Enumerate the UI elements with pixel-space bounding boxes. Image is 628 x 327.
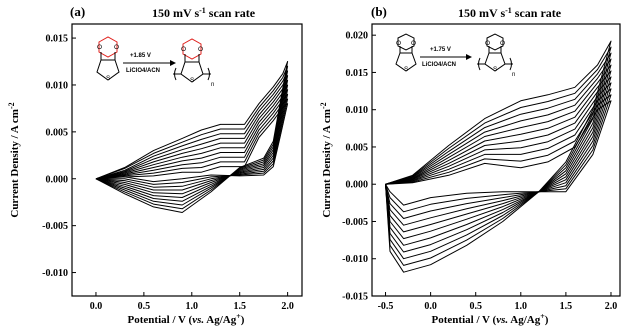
panel-b-y-tick-label: 0.010 — [346, 105, 369, 116]
panel-b-y-tick-label: 0.015 — [346, 68, 369, 79]
panel-b-x-tick-label: 0.0 — [424, 301, 437, 312]
panel-a-condition-electrolyte: LiClO4/ACN — [126, 68, 160, 74]
panel-a-cv-cycle-5 — [95, 79, 289, 198]
panel-b: (b) 150 mV s-1 scan rate Current Density… — [319, 4, 621, 326]
panel-b-x-tick-label: 1.5 — [560, 301, 573, 312]
panel-a-x-tick-label: 0.5 — [138, 301, 151, 312]
panel-a-y-tick-label: 0.005 — [46, 127, 69, 138]
panel-a-x-tick-label: 1.0 — [186, 301, 199, 312]
panel-b-condition-potential: +1.75 V — [430, 47, 451, 53]
panel-a-y-tick-label: 0.010 — [46, 80, 69, 91]
svg-text:O: O — [485, 40, 490, 47]
panel-a-reaction-scheme: O O S +1.85 V LiClO4/ACN O O S — [96, 36, 214, 88]
panel-b-plot-area — [371, 23, 621, 297]
panel-b-y-tick-label: -0.010 — [342, 254, 368, 265]
panel-a-repeat-n: n — [211, 82, 214, 88]
panel-a-x-axis-label: Potential / V (vs. Ag/Ag+) — [128, 312, 245, 326]
panel-b-y-tick-label: -0.005 — [342, 217, 368, 228]
reaction-arrowhead — [466, 54, 472, 60]
svg-text:O: O — [411, 40, 416, 47]
svg-text:S: S — [404, 66, 409, 73]
panel-b-y-ticks: -0.015 -0.010 -0.005 0.000 0.005 0.010 0.015 0.… — [342, 31, 376, 303]
panel-b-cv-cycle-3 — [385, 52, 612, 260]
panel-a-y-tick-label: -0.005 — [42, 221, 68, 232]
panel-a-cv-cycle-1 — [95, 61, 289, 213]
panel-b-cv-cycle-8 — [385, 82, 612, 226]
panel-a-plot-frame — [71, 23, 303, 297]
panel-b-x-tick-label: -0.5 — [378, 301, 394, 312]
svg-text:O: O — [198, 46, 203, 53]
oxygen-atom-right: O — [114, 44, 119, 51]
edot-monomer-structure: O O S — [96, 36, 120, 82]
panel-a-cv-cycle-9 — [95, 98, 289, 185]
panel-b-cv-cycle-11 — [385, 100, 612, 206]
sulfur-atom: S — [106, 75, 111, 82]
panel-a-cv-cycle-10 — [95, 103, 289, 183]
thiophene-ring — [96, 59, 120, 81]
panel-a-cv-cycle-4 — [95, 75, 289, 202]
panel-a-cv-cycle-8 — [95, 93, 289, 188]
dioxane-ring — [98, 36, 118, 58]
panel-b-plot-frame — [371, 23, 621, 297]
panel-a-cv-cycle-3 — [95, 70, 289, 206]
panel-a-y-tick-label: 0.000 — [46, 174, 69, 185]
panel-a-y-tick-label: -0.010 — [42, 268, 68, 279]
panel-b-y-axis-label: Current Density / A cm-2 — [319, 102, 333, 217]
svg-text:O: O — [181, 46, 186, 53]
panel-b-x-tick-label: 0.5 — [469, 301, 482, 312]
panel-b-cv-cycle-10 — [385, 94, 612, 213]
panel-a-cv-cycle-2 — [95, 65, 289, 210]
panel-b-y-tick-label: -0.015 — [342, 292, 368, 303]
panel-a-y-tick-label: 0.015 — [46, 34, 69, 45]
panel-a-title: 150 mV s-1 scan rate — [152, 6, 256, 20]
reaction-arrowhead — [170, 60, 176, 66]
svg-text:O: O — [500, 40, 505, 47]
panel-b-cv-cycle-1 — [385, 40, 612, 273]
panel-b-y-tick-label: 0.000 — [346, 180, 369, 191]
panel-b-cv-cycle-2 — [385, 46, 612, 266]
panel-a-y-axis-label: Current Density / A cm-2 — [7, 102, 21, 217]
panel-a-label: (a) — [70, 4, 85, 19]
panel-a-cv-cycle-6 — [95, 84, 289, 195]
pedot-polymer-structure: O O S n — [477, 33, 515, 78]
panel-a-x-tick-label: 1.5 — [233, 301, 246, 312]
panel-b-condition-electrolyte: LiClO4/ACN — [422, 62, 456, 68]
panel-b-title: 150 mV s-1 scan rate — [458, 6, 562, 20]
panel-a-x-tick-label: 0.0 — [90, 301, 103, 312]
panel-b-reaction-scheme: O O S +1.75 V LiClO4/ACN O O S — [395, 33, 515, 78]
panel-b-y-tick-label: 0.005 — [346, 142, 369, 153]
panel-b-x-axis-label: Potential / V (vs. Ag/Ag+) — [432, 312, 549, 326]
panel-b-x-tick-label: 2.0 — [605, 301, 618, 312]
panel-a-cv-cycle-7 — [95, 89, 289, 191]
panel-a-y-ticks: -0.010 -0.005 0.000 0.005 0.010 0.015 — [42, 34, 76, 279]
pedot-polymer-structure: O O S n — [173, 38, 214, 88]
panel-b-cv-cycle-9 — [385, 88, 612, 219]
panel-b-label: (b) — [371, 4, 387, 19]
panel-a-x-ticks: 0.0 0.5 1.0 1.5 2.0 — [90, 292, 294, 312]
svg-text:S: S — [190, 77, 195, 84]
edot-monomer-structure: O O S — [395, 33, 417, 73]
panel-b-cv-cycle-4 — [385, 58, 612, 253]
svg-text:O: O — [396, 40, 401, 47]
panel-b-repeat-n: n — [512, 72, 515, 78]
panel-b-x-ticks: -0.5 0.0 0.5 1.0 1.5 2.0 — [378, 292, 618, 312]
panel-a-x-tick-label: 2.0 — [281, 301, 294, 312]
panel-a: (a) 150 mV s-1 scan rate Current Density… — [7, 4, 303, 326]
panel-a-plot-area — [71, 23, 303, 297]
panel-a-condition-potential: +1.85 V — [130, 53, 151, 59]
panel-b-y-tick-label: 0.020 — [346, 31, 369, 42]
svg-text:S: S — [493, 66, 498, 73]
panel-b-x-tick-label: 1.0 — [515, 301, 528, 312]
oxygen-atom-left: O — [97, 44, 102, 51]
